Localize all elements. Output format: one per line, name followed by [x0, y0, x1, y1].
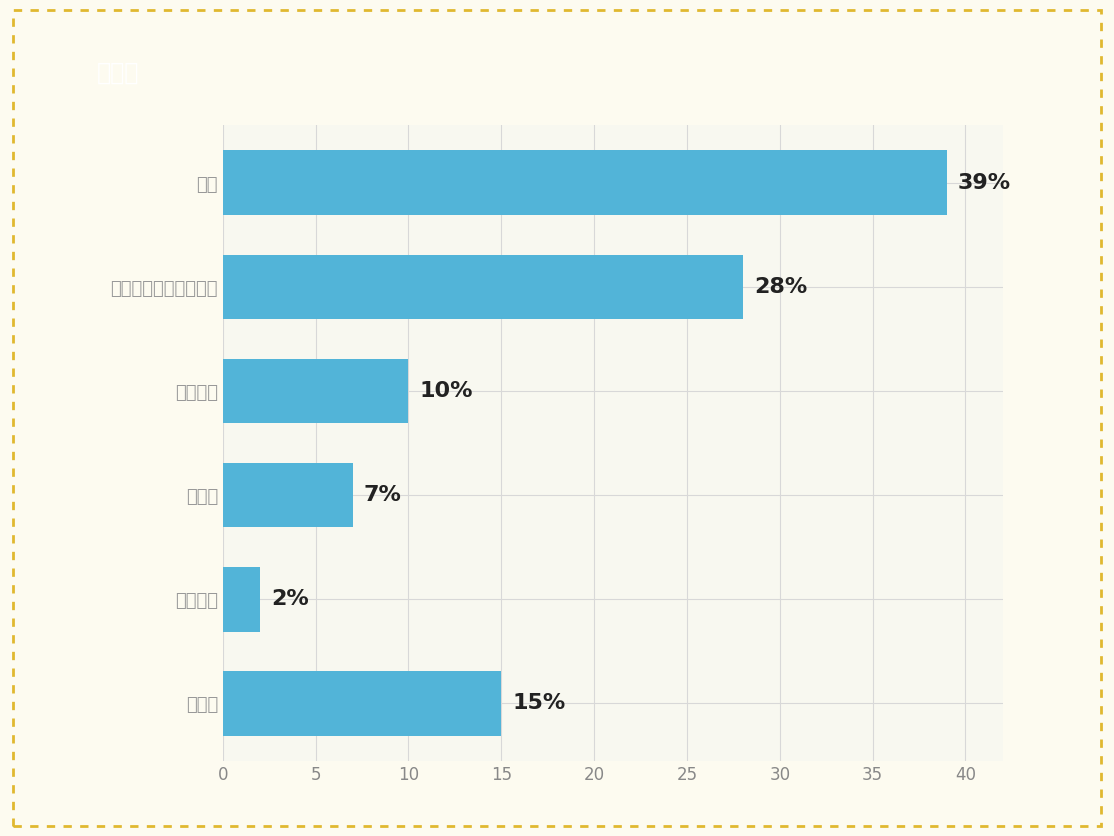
Bar: [223, 254, 743, 319]
Bar: [223, 150, 947, 215]
Text: 15%: 15%: [512, 694, 566, 713]
Bar: [223, 359, 409, 423]
Bar: [223, 567, 260, 632]
Text: 小学生: 小学生: [97, 61, 139, 85]
Text: 28%: 28%: [754, 277, 807, 297]
Bar: [223, 463, 353, 528]
Text: 2%: 2%: [271, 589, 309, 609]
Text: 10%: 10%: [420, 381, 473, 401]
Text: 7%: 7%: [364, 485, 402, 505]
Text: 39%: 39%: [958, 173, 1012, 192]
Bar: [223, 671, 501, 736]
